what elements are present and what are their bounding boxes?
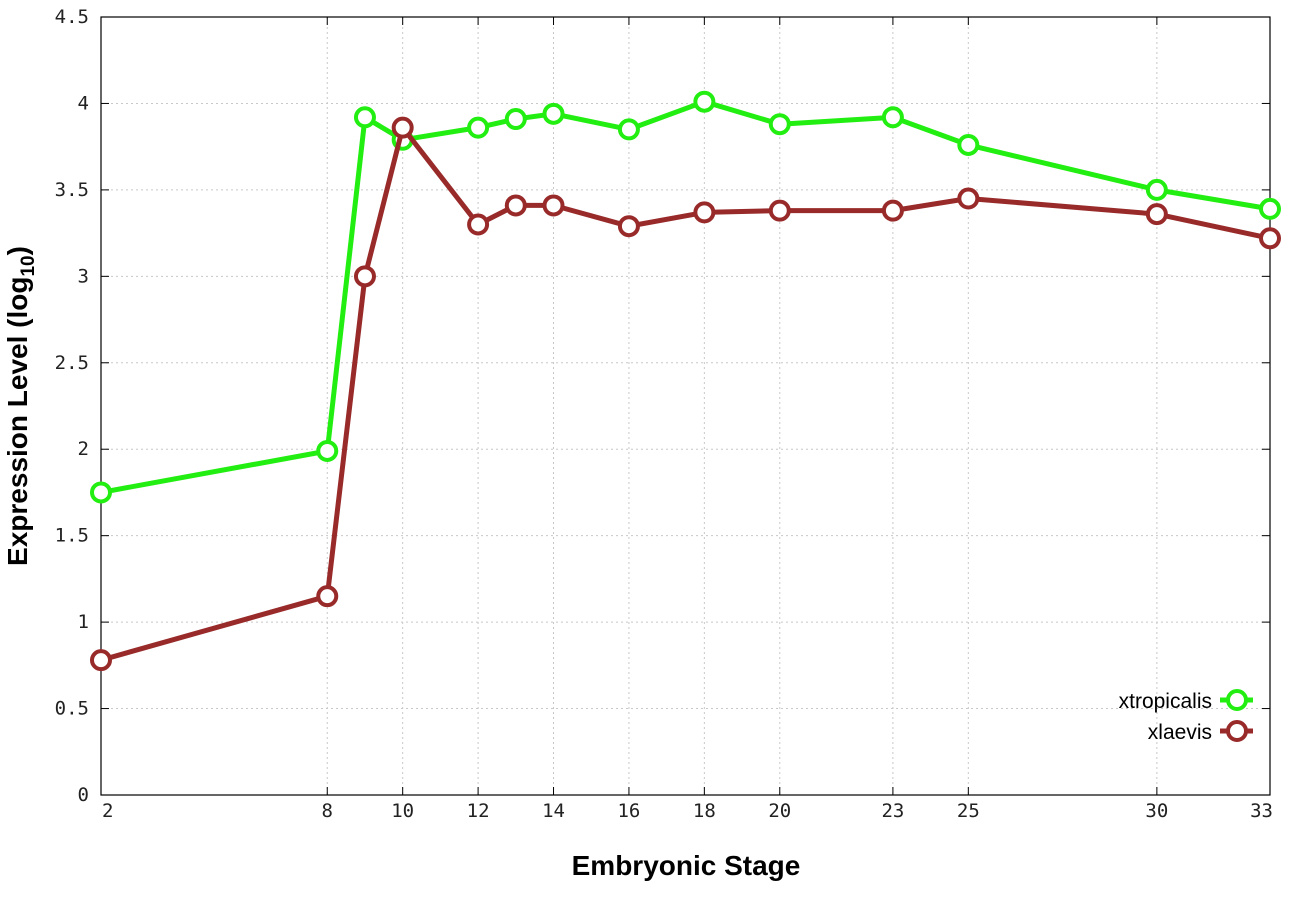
data-point-xtropicalis bbox=[693, 90, 716, 113]
data-point-xlaevis bbox=[617, 215, 640, 238]
data-point-xlaevis bbox=[391, 116, 414, 139]
x-tick-label: 33 bbox=[1250, 800, 1273, 822]
grid bbox=[101, 17, 1270, 795]
data-point-xtropicalis bbox=[353, 106, 376, 129]
data-point-xlaevis bbox=[957, 187, 980, 210]
data-point-xlaevis bbox=[90, 649, 112, 672]
plot-frame bbox=[100, 16, 1271, 796]
x-tick-label: 20 bbox=[768, 800, 791, 822]
y-axis-title-main: Expression Level (log bbox=[2, 277, 33, 566]
y-axis-title-subscript: 10 bbox=[18, 255, 39, 276]
data-point-xtropicalis bbox=[881, 106, 904, 129]
y-tick-label: 4 bbox=[78, 92, 89, 114]
data-point-xlaevis bbox=[504, 194, 527, 217]
data-point-xlaevis bbox=[1145, 203, 1168, 226]
data-point-xtropicalis bbox=[1145, 178, 1168, 201]
data-point-xtropicalis bbox=[90, 481, 112, 504]
x-tick-label: 23 bbox=[881, 800, 904, 822]
data-point-xtropicalis bbox=[1259, 197, 1281, 220]
x-tick-label: 10 bbox=[391, 800, 414, 822]
x-tick-label: 25 bbox=[957, 800, 980, 822]
data-point-xlaevis bbox=[768, 199, 791, 222]
legend: xtropicalis xlaevis bbox=[1119, 689, 1253, 744]
y-tick-label: 1 bbox=[78, 611, 89, 633]
data-point-xlaevis bbox=[353, 265, 376, 288]
series-line-xtropicalis bbox=[100, 99, 1271, 495]
y-axis-title: Expression Level (log10) bbox=[2, 246, 39, 566]
data-point-xtropicalis bbox=[542, 102, 565, 125]
x-tick-label: 8 bbox=[322, 800, 333, 822]
legend-label-xtropicalis: xtropicalis bbox=[1119, 690, 1212, 713]
legend-label-xlaevis: xlaevis bbox=[1148, 721, 1212, 744]
data-point-xlaevis bbox=[316, 585, 339, 608]
data-point-xtropicalis bbox=[957, 133, 980, 156]
y-tick-label: 2 bbox=[78, 438, 89, 460]
data-point-xlaevis bbox=[693, 201, 716, 224]
data-point-xlaevis bbox=[467, 213, 490, 236]
x-tick-label: 16 bbox=[617, 800, 640, 822]
series-line-xlaevis bbox=[100, 125, 1271, 663]
x-tick-label: 12 bbox=[467, 800, 490, 822]
series-layer bbox=[90, 90, 1281, 672]
y-axis-title-suffix: ) bbox=[2, 246, 33, 255]
data-point-xtropicalis bbox=[316, 439, 339, 462]
x-tick-label: 30 bbox=[1145, 800, 1168, 822]
data-point-xtropicalis bbox=[768, 113, 791, 136]
data-point-xtropicalis bbox=[467, 116, 490, 139]
y-tick-label: 0.5 bbox=[55, 698, 89, 720]
legend-marker-xlaevis bbox=[1226, 720, 1248, 742]
y-tick-label: 1.5 bbox=[55, 525, 89, 547]
y-tick-label: 3 bbox=[78, 265, 89, 287]
data-point-xtropicalis bbox=[617, 118, 640, 141]
data-point-xlaevis bbox=[1259, 227, 1281, 250]
x-tick-label: 2 bbox=[102, 800, 113, 822]
x-axis-title: Embryonic Stage bbox=[572, 850, 801, 881]
y-tick-label: 4.5 bbox=[55, 6, 89, 28]
y-tick-label: 3.5 bbox=[55, 179, 89, 201]
data-point-xlaevis bbox=[542, 194, 565, 217]
axis-ticks: 0 0.5 1 1.5 2 2.5 3 3.5 4 4.5 2 8 10 12 14 16 18 20 23 25 30… bbox=[55, 6, 1273, 822]
data-point-xtropicalis bbox=[504, 108, 527, 131]
x-tick-label: 18 bbox=[693, 800, 716, 822]
y-tick-label: 0 bbox=[78, 784, 89, 806]
data-point-xlaevis bbox=[881, 199, 904, 222]
legend-marker-xtropicalis bbox=[1226, 689, 1248, 711]
x-tick-label: 14 bbox=[542, 800, 565, 822]
y-tick-label: 2.5 bbox=[55, 352, 89, 374]
